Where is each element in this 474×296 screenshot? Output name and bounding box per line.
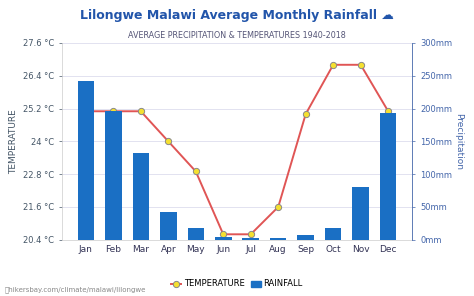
Bar <box>325 228 341 240</box>
Bar <box>215 237 231 240</box>
Bar <box>380 113 396 240</box>
Text: AVERAGE PRECIPITATION & TEMPERATURES 1940-2018: AVERAGE PRECIPITATION & TEMPERATURES 194… <box>128 31 346 40</box>
Bar <box>160 212 176 240</box>
Bar <box>298 234 314 240</box>
Bar <box>270 238 286 240</box>
Bar <box>133 153 149 240</box>
Bar <box>105 111 121 240</box>
Text: Lilongwe Malawi Average Monthly Rainfall ☁: Lilongwe Malawi Average Monthly Rainfall… <box>80 9 394 22</box>
Bar <box>78 81 94 240</box>
Bar <box>243 239 259 240</box>
Legend: TEMPERATURE, RAINFALL: TEMPERATURE, RAINFALL <box>168 276 306 292</box>
Bar <box>353 187 369 240</box>
Text: ⭐hikersbay.com/climate/malawi/lilongwe: ⭐hikersbay.com/climate/malawi/lilongwe <box>5 287 146 293</box>
Bar <box>188 228 204 240</box>
Y-axis label: Precipitation: Precipitation <box>454 113 463 170</box>
Y-axis label: TEMPERATURE: TEMPERATURE <box>9 109 18 174</box>
